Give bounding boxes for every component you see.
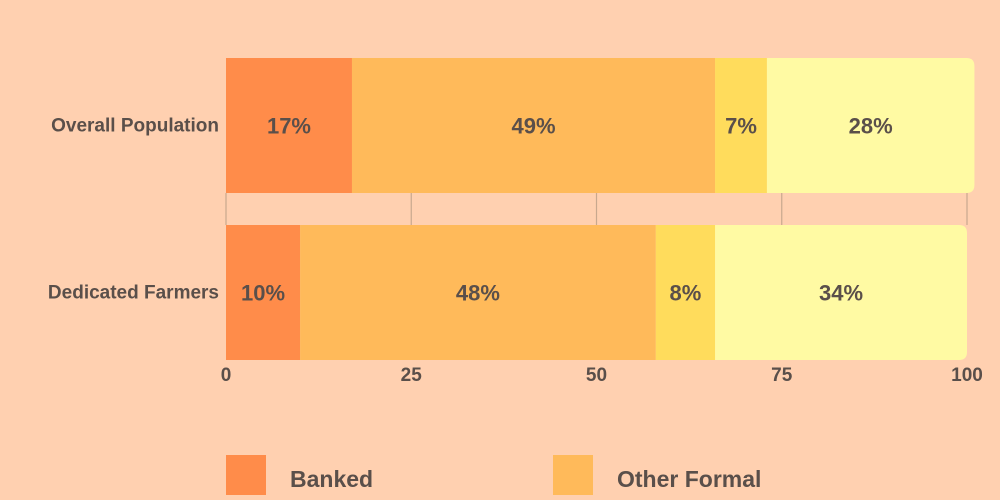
x-tick-label-100: 100 bbox=[951, 365, 983, 386]
bar-segment-dedicated-farmers-1 bbox=[226, 225, 301, 360]
data-label-dedicated-farmers-4: 34% bbox=[819, 281, 863, 306]
x-tick-label-75: 75 bbox=[771, 365, 793, 386]
legend-label-other-formal: Other Formal bbox=[617, 466, 761, 492]
legend-swatch-other-formal bbox=[553, 455, 593, 495]
x-tick-label-0: 0 bbox=[221, 365, 232, 386]
x-tick-label-50: 50 bbox=[586, 365, 607, 386]
bar-segment-dedicated-farmers-2 bbox=[300, 225, 656, 360]
data-label-dedicated-farmers-3: 8% bbox=[670, 281, 702, 306]
data-label-overall-population-2: 49% bbox=[511, 114, 555, 139]
data-label-dedicated-farmers-1: 10% bbox=[241, 281, 285, 306]
data-label-overall-population-3: 7% bbox=[725, 114, 757, 139]
bar-segment-overall-population-1 bbox=[226, 58, 352, 193]
bar-segment-overall-population-2 bbox=[351, 58, 716, 193]
data-label-overall-population-1: 17% bbox=[267, 114, 311, 139]
bar-segment-dedicated-farmers-3 bbox=[655, 225, 716, 360]
bar-segment-overall-population-3 bbox=[715, 58, 767, 193]
data-label-dedicated-farmers-2: 48% bbox=[456, 281, 500, 306]
bar-segment-overall-population-4 bbox=[766, 58, 975, 193]
legend-label-banked: Banked bbox=[290, 466, 373, 492]
category-label-overall-population: Overall Population bbox=[51, 116, 219, 137]
data-label-overall-population-4: 28% bbox=[849, 114, 893, 139]
bar-segment-dedicated-farmers-4 bbox=[715, 225, 967, 360]
x-tick-label-25: 25 bbox=[401, 365, 423, 386]
legend-swatch-banked bbox=[226, 455, 266, 495]
category-label-dedicated-farmers: Dedicated Farmers bbox=[48, 283, 219, 304]
